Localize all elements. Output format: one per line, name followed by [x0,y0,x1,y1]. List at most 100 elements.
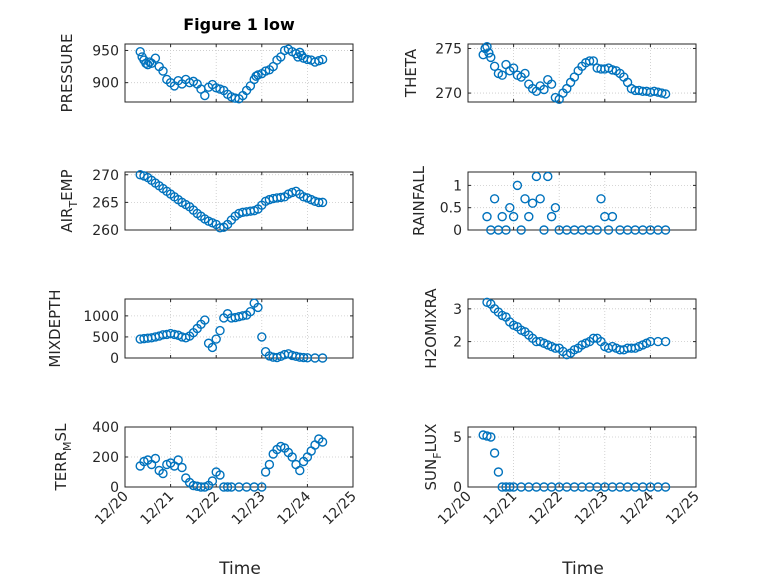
data-point [508,63,519,73]
axes-frame [467,171,697,231]
data-point [501,225,511,235]
data-point [588,333,599,344]
data-point [314,197,324,208]
data-point [317,353,328,363]
y-tick-label: 200 [92,450,119,466]
y-axis-label: MIXDEPTH [46,289,64,367]
data-point [660,89,671,99]
y-axis-label: RAINFALL [410,165,428,236]
y-axis-label: SUNFLUX [422,424,444,491]
data-point [135,47,145,57]
axes-theta: 270 275 THETA [402,41,697,105]
data-point [546,211,557,222]
data-point [251,71,261,81]
data-point [295,465,305,476]
axes-frame [467,43,697,103]
data-point [482,211,492,222]
data-point [317,54,328,65]
x-tick-label: 12/22 [183,489,223,529]
data-point [298,352,309,363]
y-tick-label: 950 [92,43,119,59]
axes-frame [467,298,697,359]
y-tick-label: 2 [453,335,462,351]
data-point [260,467,271,477]
data-point [505,482,515,492]
y-tick-label: 0.5 [440,201,462,217]
data-point [489,448,500,458]
y-tick-label: 0 [453,480,462,496]
data-point [600,211,610,222]
data-point [150,453,161,464]
data-point [588,56,599,66]
data-point [546,79,557,89]
data-point [222,482,233,492]
y-tick-label: 3 [453,302,462,318]
data-point [200,90,210,101]
data-point [660,482,671,492]
data-point [584,56,595,66]
y-axis-label: PRESSURE [58,34,76,113]
data-point [607,211,618,222]
axes-rainfall: 0 0.5 1 RAINFALL [410,165,697,239]
data-point [264,459,275,470]
data-point [257,332,267,342]
y-axis-label: TERRMSL [52,423,74,492]
data-point [524,211,534,222]
axes-h2omixra: 2 3 H2OMIXRA [422,288,697,369]
data-point [520,68,530,79]
x-tick-label: 12/21 [481,489,521,529]
data-point [215,325,225,336]
y-tick-label: 500 [92,330,119,346]
y-tick-label: 900 [92,76,119,92]
data-point [276,192,286,203]
data-point [508,211,519,222]
data-point [486,52,496,63]
data-point [484,48,494,58]
data-point [207,342,218,353]
data-point [158,468,168,479]
data-point [486,432,496,442]
y-axis-label: THETA [402,48,420,98]
axes-pressure: 900 950 PRESSURE Figure 1 low [58,15,354,113]
y-tick-label: 270 [92,168,119,184]
data-point [516,225,526,235]
y-tick-label: 400 [92,420,119,436]
x-tick-label: 12/25 [663,489,703,529]
y-tick-label: 265 [92,195,119,211]
y-tick-label: 275 [435,41,462,57]
x-tick-label: 12/24 [617,488,657,528]
data-point [215,470,225,480]
y-tick-label: 1000 [83,309,119,325]
data-point [493,467,504,477]
data-point [520,194,530,204]
data-point [245,306,256,317]
y-tick-label: 0 [453,223,462,239]
data-point [539,225,549,235]
data-point [535,194,545,204]
data-point [173,455,183,465]
data-point [550,343,561,353]
data-point [211,334,221,344]
data-point [489,194,500,204]
data-point [238,311,248,321]
data-point [177,462,187,473]
x-tick-label: 12/23 [572,489,612,529]
x-tick-label: 12/25 [320,489,360,529]
data-point [603,225,614,235]
data-point [660,225,671,235]
data-point [657,88,667,98]
y-tick-label: 1 [453,178,462,194]
x-tick-label: 12/21 [138,489,178,529]
axes-frame [124,171,354,231]
x-axis-label-left: Time [218,559,261,579]
data-point [512,180,523,191]
y-axis-label: H2OMIXRA [422,288,440,369]
data-point [489,61,500,72]
data-point [539,84,549,95]
data-point [527,198,538,208]
axes-mixdepth: 0 500 1000 MIXDEPTH [46,289,354,368]
axes-frame [124,298,354,359]
